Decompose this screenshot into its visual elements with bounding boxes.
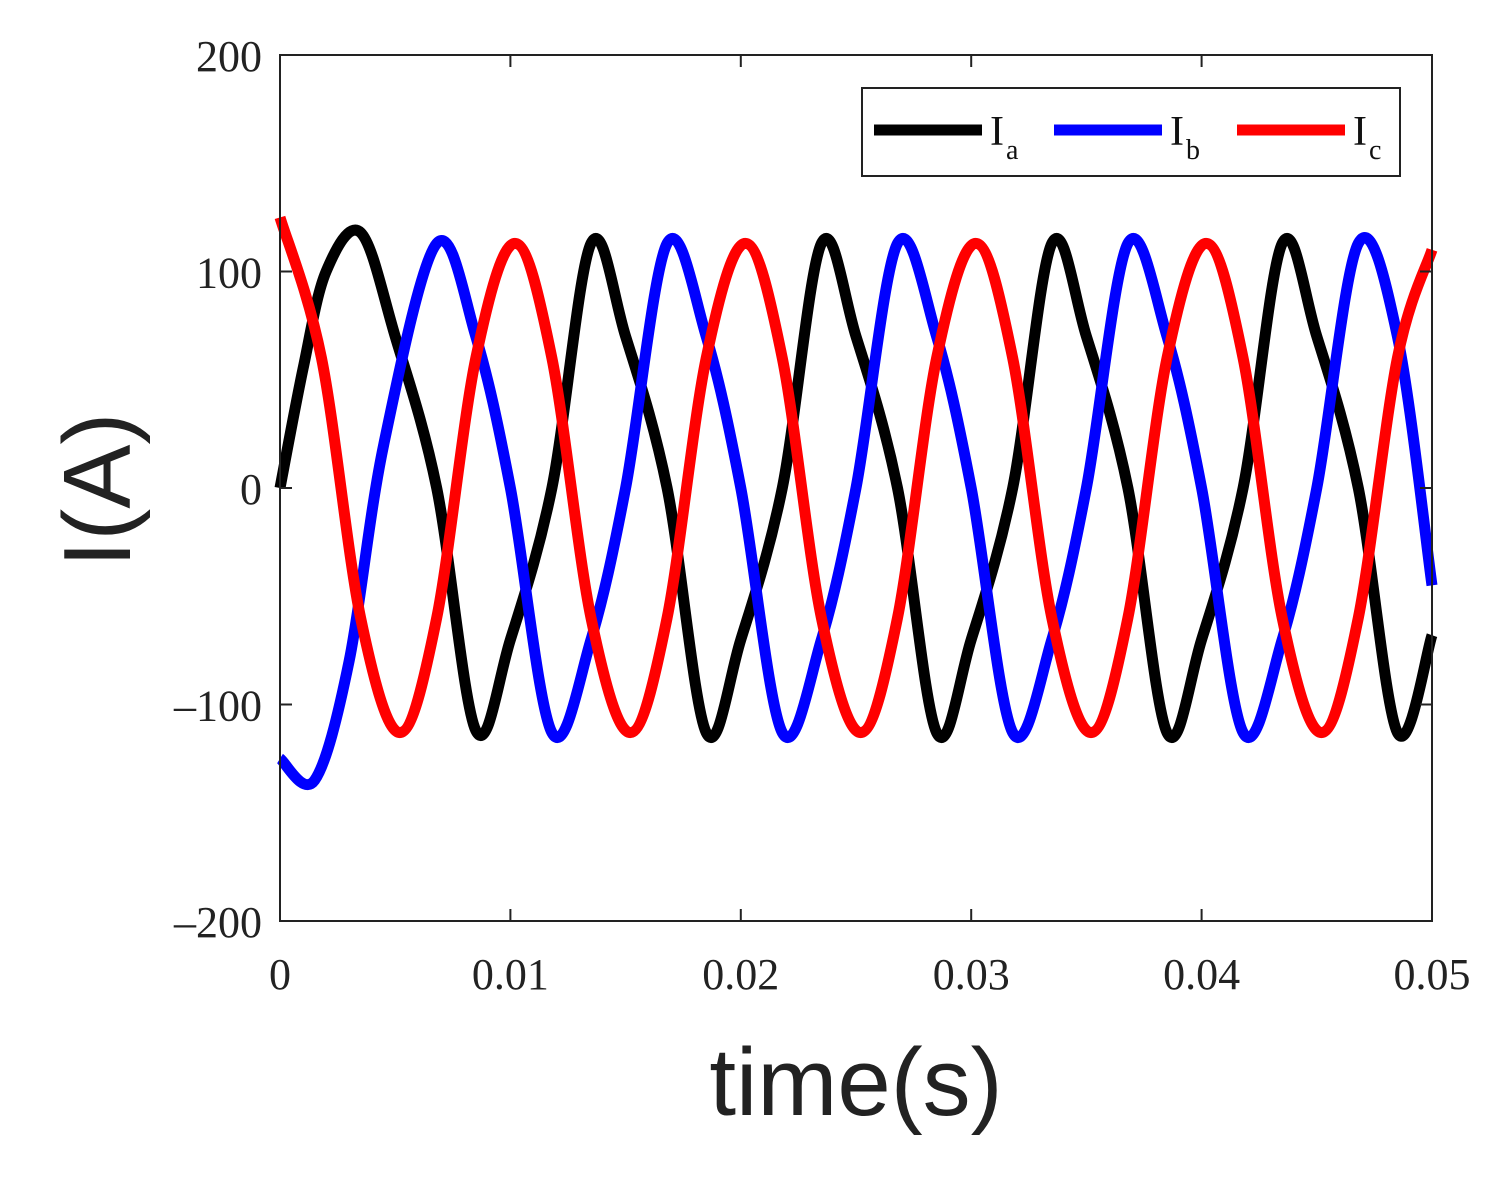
x-tick-label: 0.05 (1394, 950, 1471, 999)
series-line-ia (274, 224, 1438, 743)
series-layer (274, 215, 1438, 790)
tick-layer: 0 0.01 0.02 0.03 0.04 0.05 200 100 0 –100 –200 (173, 32, 1471, 999)
x-tick-label: 0 (269, 950, 291, 999)
legend-subscript: b (1186, 135, 1200, 166)
y-tick-label: –200 (173, 898, 262, 947)
x-tick-label: 0.04 (1163, 950, 1240, 999)
series-line-ib (276, 232, 1438, 790)
y-tick-label: 100 (196, 249, 262, 298)
x-tick-label: 0.01 (472, 950, 549, 999)
y-axis-label: I(A) (44, 413, 151, 568)
y-tick-label: 200 (196, 32, 262, 81)
x-tick-label: 0.03 (933, 950, 1010, 999)
legend: Ia Ib Ic (861, 87, 1401, 177)
y-tick-label: –100 (173, 682, 262, 731)
y-tick-label: 0 (240, 465, 262, 514)
x-axis-label: time(s) (709, 1029, 1002, 1136)
legend-subscript: a (1006, 135, 1019, 166)
legend-subscript: c (1369, 135, 1381, 166)
x-tick-label: 0.02 (702, 950, 779, 999)
series-line-ic (274, 215, 1438, 739)
